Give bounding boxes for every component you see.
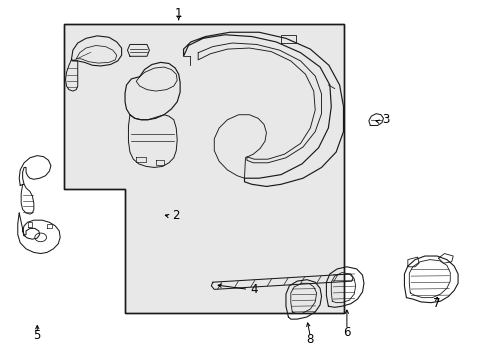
Text: 1: 1: [175, 7, 182, 20]
Text: 4: 4: [250, 283, 258, 296]
Text: 6: 6: [343, 326, 350, 339]
Text: 8: 8: [306, 333, 313, 346]
Text: 7: 7: [432, 297, 440, 310]
Polygon shape: [64, 24, 344, 313]
Text: 2: 2: [172, 210, 180, 222]
Text: 3: 3: [382, 113, 389, 126]
Text: 5: 5: [34, 329, 41, 342]
